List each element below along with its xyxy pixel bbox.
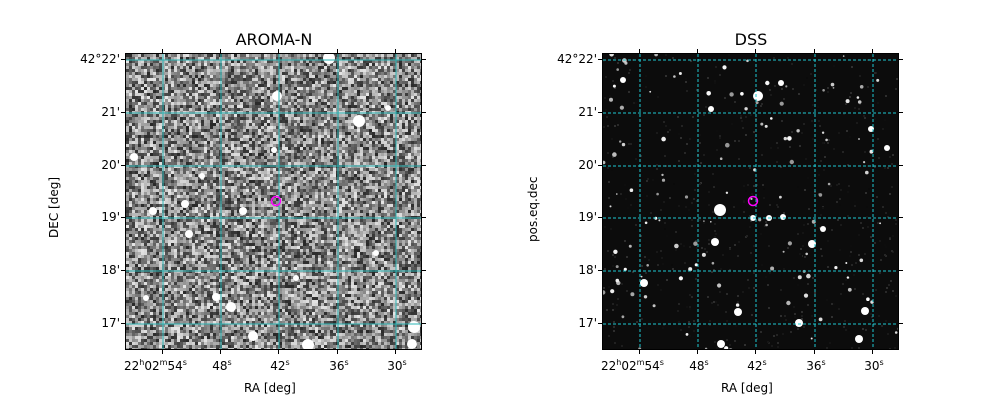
ytick-label: 21' [101,105,120,119]
xtick-label: 22h02m54s [124,358,187,373]
panel-title: AROMA-N [235,30,313,49]
x-tick [814,350,815,354]
star [130,153,138,161]
ytick-label: 18' [101,263,120,277]
y-tick [121,112,125,113]
ytick-label: 42°22' [80,52,120,66]
y-tick [899,165,903,166]
y-tick [598,270,602,271]
y-tick [598,59,602,60]
star [185,230,193,238]
x-tick [278,350,279,354]
star [181,200,189,208]
x-tick [872,49,873,53]
ytick-label: 20' [101,158,120,172]
sky-image [126,54,421,349]
star [212,293,220,301]
star [226,302,236,312]
aroma-n-image [125,53,422,350]
xtick-label: 48s [212,358,232,373]
star [373,250,379,256]
x-tick [395,350,396,354]
x-tick [639,350,640,354]
x-tick [220,350,221,354]
xtick-label: 36s [329,358,349,373]
ytick-label: 17' [101,316,120,330]
y-tick [598,323,602,324]
x-tick [814,49,815,53]
star [239,207,247,215]
y-tick [121,165,125,166]
x-tick [162,350,163,354]
xtick-label: 30s [387,358,407,373]
x-axis-label: RA [deg] [244,381,296,395]
y-tick [598,165,602,166]
y-tick [899,217,903,218]
ytick-label: 19' [101,210,120,224]
x-tick [395,49,396,53]
star [271,147,277,153]
star [199,173,205,179]
y-tick [422,217,426,218]
y-axis-label: DEC [deg] [47,177,61,238]
star [149,207,157,215]
star [143,295,149,301]
star [302,339,314,349]
x-tick [872,350,873,354]
y-tick [899,112,903,113]
x-tick [755,49,756,53]
x-tick [337,49,338,53]
x-tick [278,49,279,53]
x-tick [220,49,221,53]
x-tick [337,350,338,354]
star [385,105,391,111]
y-tick [422,323,426,324]
x-tick [697,49,698,53]
y-tick [422,165,426,166]
y-tick [598,112,602,113]
y-tick [899,59,903,60]
x-tick [755,350,756,354]
star [293,275,299,281]
x-tick [697,350,698,354]
target-marker [270,195,282,207]
y-tick [422,112,426,113]
xtick-label: 42s [270,358,290,373]
y-tick [121,217,125,218]
star [407,339,417,349]
y-tick [121,323,125,324]
star [323,54,335,64]
star [353,115,365,127]
x-tick [639,49,640,53]
y-tick [899,270,903,271]
star [408,321,420,333]
x-tick [162,49,163,53]
y-tick [899,323,903,324]
star [248,331,258,341]
y-tick [422,270,426,271]
y-tick [598,217,602,218]
y-tick [121,270,125,271]
y-tick [121,59,125,60]
y-tick [422,59,426,60]
star [272,91,282,101]
